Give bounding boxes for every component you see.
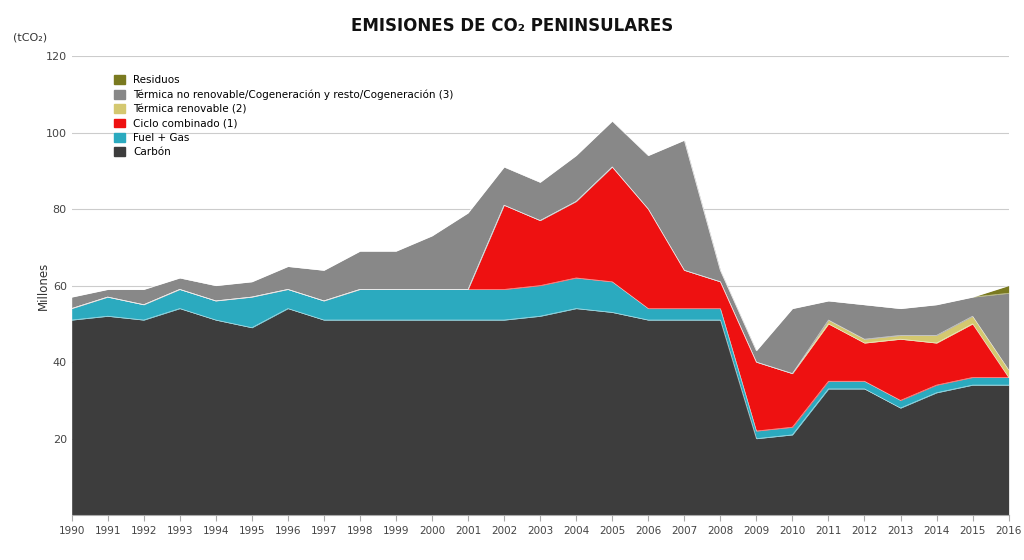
- Text: (tCO₂): (tCO₂): [13, 32, 47, 42]
- Y-axis label: Millones: Millones: [37, 262, 49, 310]
- Text: EMISIONES DE CO₂ PENINSULARES: EMISIONES DE CO₂ PENINSULARES: [351, 17, 673, 35]
- Legend: Residuos, Térmica no renovable/Cogeneración y resto/Cogeneración (3), Térmica re: Residuos, Térmica no renovable/Cogenerac…: [115, 75, 454, 157]
